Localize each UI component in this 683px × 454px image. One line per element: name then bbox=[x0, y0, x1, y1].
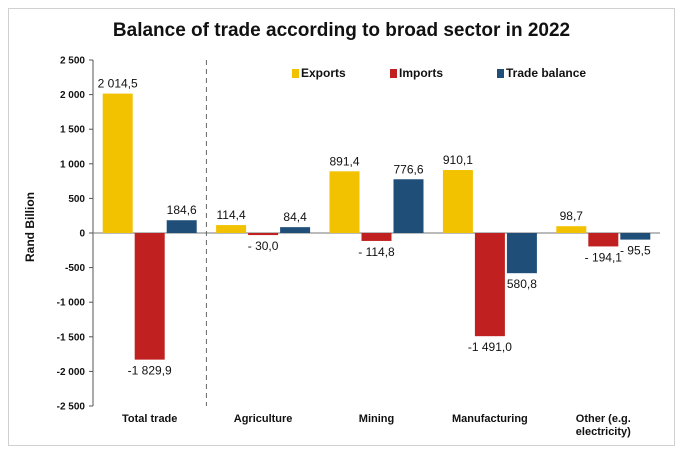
data-label: 580,8 bbox=[507, 277, 537, 291]
data-label: 2 014,5 bbox=[98, 77, 138, 91]
legend-label: Exports bbox=[301, 66, 346, 80]
category-label: Total trade bbox=[122, 413, 177, 425]
y-tick-label: 1 500 bbox=[60, 125, 85, 136]
bar-exports bbox=[329, 171, 360, 233]
category-label: Mining bbox=[359, 413, 394, 425]
data-label: 184,6 bbox=[167, 203, 197, 217]
bar-exports bbox=[216, 225, 247, 233]
y-tick-label: -2 500 bbox=[57, 402, 86, 413]
bar-exports bbox=[556, 226, 587, 233]
chart-title: Balance of trade according to broad sect… bbox=[112, 20, 571, 41]
bar-trade-balance bbox=[393, 179, 424, 233]
y-tick-label: -1 000 bbox=[57, 298, 86, 309]
bar-exports bbox=[102, 93, 133, 233]
data-label: 776,6 bbox=[393, 162, 423, 176]
category-label: Agriculture bbox=[234, 413, 293, 425]
legend-swatch bbox=[292, 69, 299, 78]
bar-trade-balance bbox=[280, 227, 311, 233]
bar-trade-balance bbox=[166, 220, 197, 233]
legend-label: Imports bbox=[399, 66, 443, 80]
data-label: 891,4 bbox=[329, 154, 359, 168]
y-tick-label: -1 500 bbox=[57, 332, 86, 343]
category-label: Manufacturing bbox=[452, 413, 528, 425]
legend-swatch bbox=[497, 69, 504, 78]
y-tick-label: -500 bbox=[65, 263, 85, 274]
bar-trade-balance bbox=[620, 233, 651, 240]
legend-swatch bbox=[390, 69, 397, 78]
bar-imports bbox=[588, 233, 619, 247]
data-label: - 194,1 bbox=[585, 250, 623, 264]
y-tick-label: 1 000 bbox=[60, 159, 85, 170]
data-label: 98,7 bbox=[560, 209, 584, 223]
y-tick-label: 0 bbox=[79, 229, 85, 240]
y-tick-label: -2 000 bbox=[57, 367, 86, 378]
data-label: -1 829,9 bbox=[128, 364, 172, 378]
data-label: 910,1 bbox=[443, 153, 473, 167]
category-label: electricity) bbox=[576, 426, 631, 438]
y-tick-label: 2 500 bbox=[60, 56, 85, 67]
data-label: - 114,8 bbox=[358, 245, 395, 259]
y-tick-label: 500 bbox=[68, 194, 85, 205]
data-label: 84,4 bbox=[283, 210, 307, 224]
bar-trade-balance bbox=[506, 233, 537, 274]
data-label: 114,4 bbox=[217, 208, 246, 222]
data-label: -1 491,0 bbox=[468, 340, 512, 354]
bar-imports bbox=[134, 233, 165, 360]
bar-exports bbox=[442, 170, 473, 233]
bar-imports bbox=[474, 233, 505, 337]
data-label: - 30,0 bbox=[248, 239, 279, 253]
y-tick-label: 2 000 bbox=[60, 90, 85, 101]
data-label: - 95,5 bbox=[620, 244, 651, 258]
bar-imports bbox=[248, 233, 279, 236]
bar-imports bbox=[361, 233, 392, 241]
legend-label: Trade balance bbox=[506, 66, 586, 80]
y-axis-label: Rand Billion bbox=[23, 192, 37, 262]
category-label: Other (e.g. bbox=[576, 413, 631, 425]
